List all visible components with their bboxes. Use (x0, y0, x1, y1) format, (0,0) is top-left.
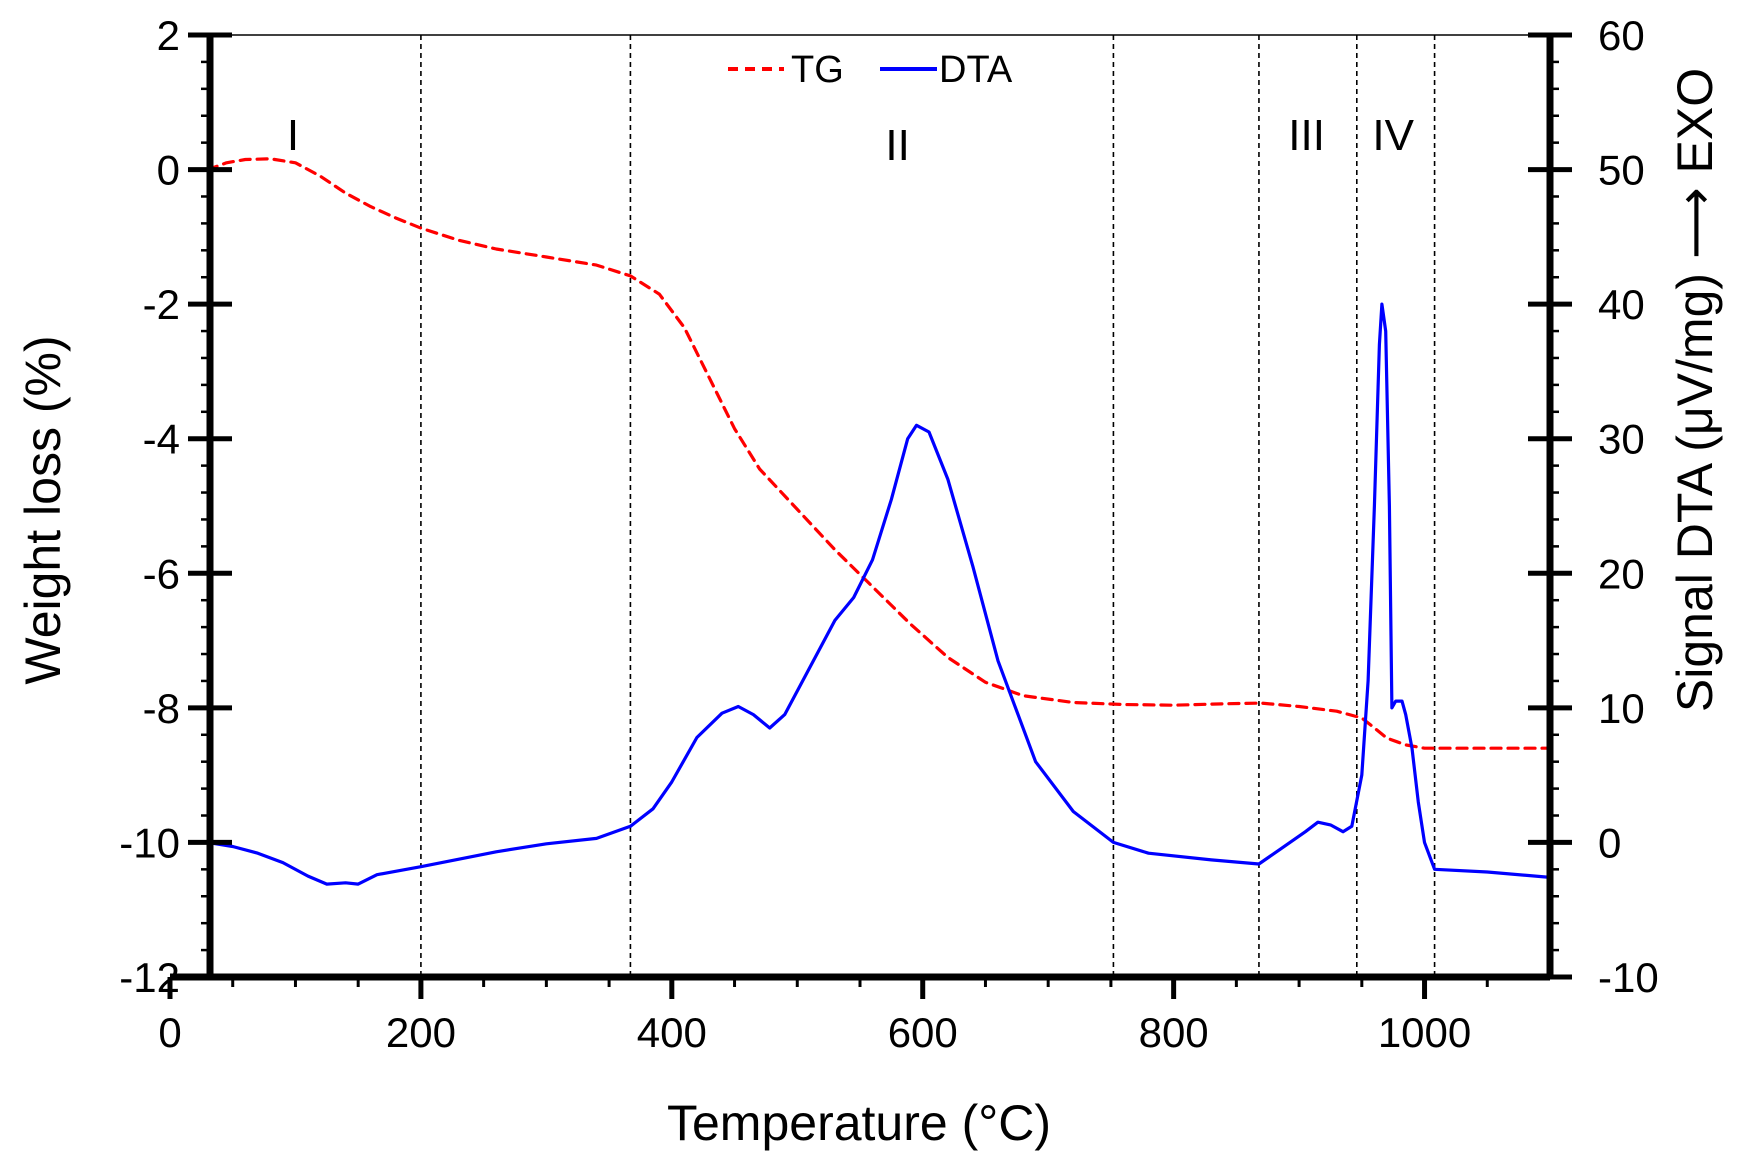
y2-tick-label: 10 (1598, 685, 1645, 732)
dta-line (206, 302, 1552, 886)
region-label: IV (1372, 111, 1414, 160)
x-tick-label: 600 (888, 1009, 958, 1056)
region-label: I (287, 111, 299, 160)
y2-axis-title: Signal DTA (μV/mg) ⟶ EXO (1667, 68, 1723, 712)
y2-tick-label: 0 (1598, 819, 1621, 866)
plot-frame (170, 34, 1554, 981)
x-axis-title: Temperature (°C) (667, 1095, 1051, 1151)
x-tick-label: 800 (1139, 1009, 1209, 1056)
y-tick-label: -12 (119, 954, 180, 1001)
y-axis-title: Weight loss (%) (15, 335, 71, 684)
ticks (167, 32, 1572, 999)
y2-tick-label: 20 (1598, 550, 1645, 597)
x-tick-label: 0 (158, 1009, 181, 1056)
legend-tg-label: TG (791, 49, 844, 91)
region-labels: I II III IV (287, 111, 1415, 170)
legend-dta-label: DTA (939, 49, 1013, 91)
y-tick-label: -8 (143, 685, 180, 732)
y-tick-label: 0 (157, 147, 180, 194)
y-tick-label: -10 (119, 819, 180, 866)
y2-tick-label: 50 (1598, 147, 1645, 194)
y-tick-label: -2 (143, 281, 180, 328)
x-tick-label: 1000 (1378, 1009, 1471, 1056)
y-tick-label: -4 (143, 416, 180, 463)
region-label: III (1288, 111, 1325, 160)
y-tick-label: -6 (143, 550, 180, 597)
tick-labels: 0 200 400 600 800 100020-2-4-6-8-10-126050403… (119, 12, 1658, 1056)
tg-series (206, 157, 1552, 750)
region-label: II (885, 121, 909, 170)
y-tick-label: 2 (157, 12, 180, 59)
y2-tick-label: 40 (1598, 281, 1645, 328)
x-tick-label: 200 (386, 1009, 456, 1056)
region-lines (420, 35, 1436, 977)
dta-series (206, 302, 1552, 886)
legend: TG DTA (728, 49, 1013, 91)
y2-tick-label: 60 (1598, 12, 1645, 59)
y2-tick-label: 30 (1598, 416, 1645, 463)
y2-tick-label: -10 (1598, 954, 1659, 1001)
x-tick-label: 400 (637, 1009, 707, 1056)
tg-line (206, 157, 1552, 750)
